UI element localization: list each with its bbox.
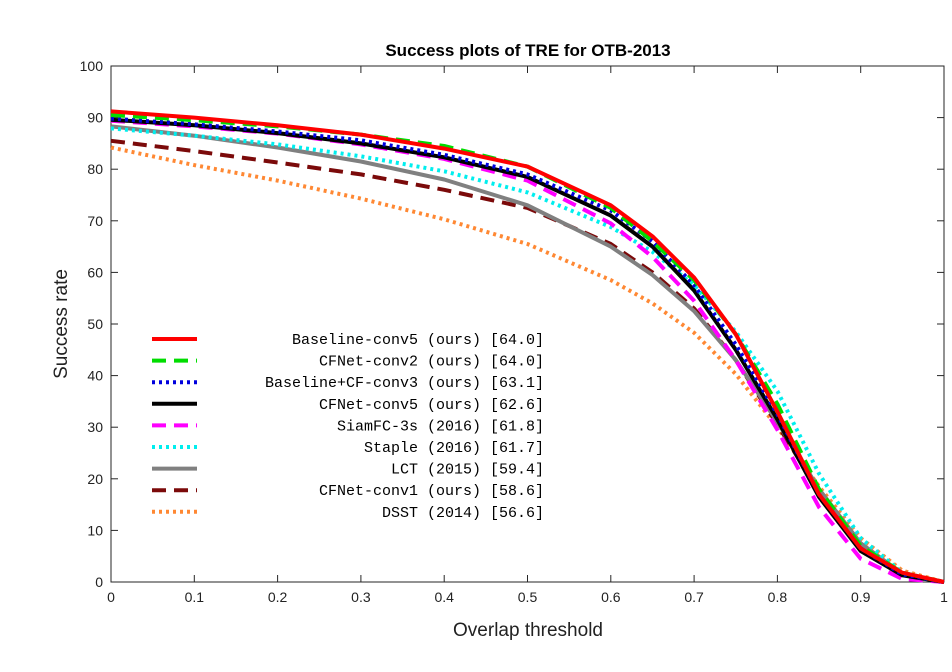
legend-label-1: Baseline-conv5 (ours) [64.0] xyxy=(292,332,544,349)
y-tick-label: 50 xyxy=(87,316,103,332)
y-axis-ticks: 0 10 20 30 40 50 60 70 80 90 100 xyxy=(80,58,944,590)
legend-label-4: CFNet-conv5 (ours) [62.6] xyxy=(319,397,544,414)
y-tick-label: 60 xyxy=(87,264,103,280)
x-tick-label: 1 xyxy=(940,589,948,605)
x-tick-label: 0.5 xyxy=(518,589,538,605)
chart-title: Success plots of TRE for OTB-2013 xyxy=(385,41,670,60)
legend-label-6: Staple (2016) [61.7] xyxy=(364,440,544,457)
legend-label-7: LCT (2015) [59.4] xyxy=(391,462,544,479)
y-tick-label: 40 xyxy=(87,368,103,384)
x-axis-ticks: 0 0.1 0.2 0.3 0.4 0.5 0.6 0.7 0.8 0.9 1 xyxy=(107,66,948,605)
legend-label-8: CFNet-conv1 (ours) [58.6] xyxy=(319,483,544,500)
series-line-9 xyxy=(110,145,945,584)
y-tick-label: 20 xyxy=(87,471,103,487)
x-tick-label: 0.1 xyxy=(185,589,205,605)
x-tick-label: 0.2 xyxy=(268,589,288,605)
y-tick-label: 80 xyxy=(87,161,103,177)
y-tick-label: 90 xyxy=(87,110,103,126)
legend-label-5: SiamFC-3s (2016) [61.8] xyxy=(337,418,544,435)
legend: Baseline-conv5 (ours) [64.0] CFNet-conv2 … xyxy=(152,332,544,522)
legend-label-9: DSST (2014) [56.6] xyxy=(382,505,544,522)
legend-label-3: Baseline+CF-conv3 (ours) [63.1] xyxy=(265,375,544,392)
y-tick-label: 70 xyxy=(87,213,103,229)
series-line-1 xyxy=(110,109,945,584)
x-tick-label: 0.8 xyxy=(768,589,788,605)
x-axis-label: Overlap threshold xyxy=(453,620,603,641)
y-tick-label: 30 xyxy=(87,419,103,435)
y-tick-label: 0 xyxy=(95,574,103,590)
legend-label-2: CFNet-conv2 (ours) [64.0] xyxy=(319,354,544,371)
y-tick-label: 100 xyxy=(80,58,104,74)
x-tick-label: 0.6 xyxy=(601,589,621,605)
x-tick-label: 0.9 xyxy=(851,589,871,605)
x-tick-label: 0.7 xyxy=(684,589,704,605)
series-lines xyxy=(110,109,945,584)
x-tick-label: 0.3 xyxy=(351,589,371,605)
series-line-2 xyxy=(110,113,945,584)
series-line-5 xyxy=(110,118,945,584)
x-tick-label: 0.4 xyxy=(434,589,454,605)
plot-area-frame xyxy=(110,65,945,583)
y-axis-label: Success rate xyxy=(51,269,72,379)
series-line-6 xyxy=(110,126,945,584)
y-tick-label: 10 xyxy=(87,522,103,538)
x-tick-label: 0 xyxy=(107,589,115,605)
